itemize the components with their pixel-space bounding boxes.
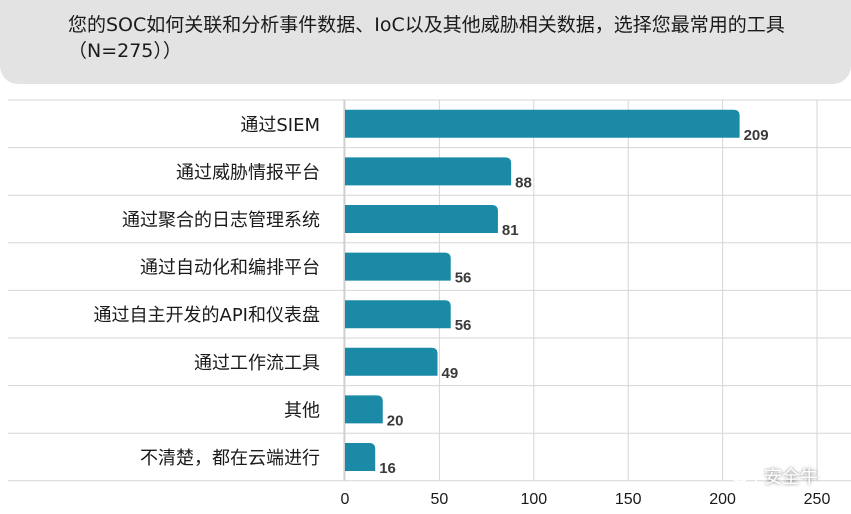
value-label: 81 <box>502 222 519 239</box>
x-tick-label: 50 <box>431 491 449 508</box>
x-tick-label: 200 <box>709 491 736 508</box>
value-label: 56 <box>455 270 472 287</box>
chart-title: 您的SOC如何关联和分析事件数据、IoC以及其他威胁相关数据，选择您最常用的工具… <box>68 14 785 62</box>
category-label: 不清楚，都在云端进行 <box>140 448 320 469</box>
value-label: 20 <box>387 412 404 429</box>
watermark-text: 安全牛 <box>764 467 818 488</box>
x-tick-label: 250 <box>804 491 831 508</box>
category-label: 通过SIEM <box>240 115 320 136</box>
category-label: 通过自主开发的API和仪表盘 <box>94 305 320 326</box>
category-label: 通过自动化和编排平台 <box>140 258 320 279</box>
category-label: 通过威胁情报平台 <box>176 162 320 183</box>
value-label: 16 <box>379 460 396 477</box>
bar <box>345 347 438 376</box>
bar <box>345 395 383 424</box>
value-label: 49 <box>442 365 459 382</box>
value-label: 88 <box>515 174 532 191</box>
bar <box>345 109 740 138</box>
bar <box>345 205 498 233</box>
title-banner: 您的SOC如何关联和分析事件数据、IoC以及其他威胁相关数据，选择您最常用的工具… <box>0 0 851 84</box>
category-label: 通过工作流工具 <box>194 353 320 374</box>
x-tick-label: 0 <box>341 491 350 508</box>
category-label: 通过聚合的日志管理系统 <box>122 210 320 231</box>
wechat-icon <box>730 465 758 486</box>
bar <box>345 443 376 471</box>
bar <box>345 157 512 186</box>
category-label: 其他 <box>284 400 320 421</box>
bar <box>345 252 451 281</box>
bar <box>345 300 451 329</box>
x-tick-label: 100 <box>520 491 547 508</box>
watermark: 安全牛 <box>730 460 818 492</box>
value-label: 209 <box>744 127 769 144</box>
x-tick-label: 150 <box>615 491 642 508</box>
value-label: 56 <box>455 317 472 334</box>
